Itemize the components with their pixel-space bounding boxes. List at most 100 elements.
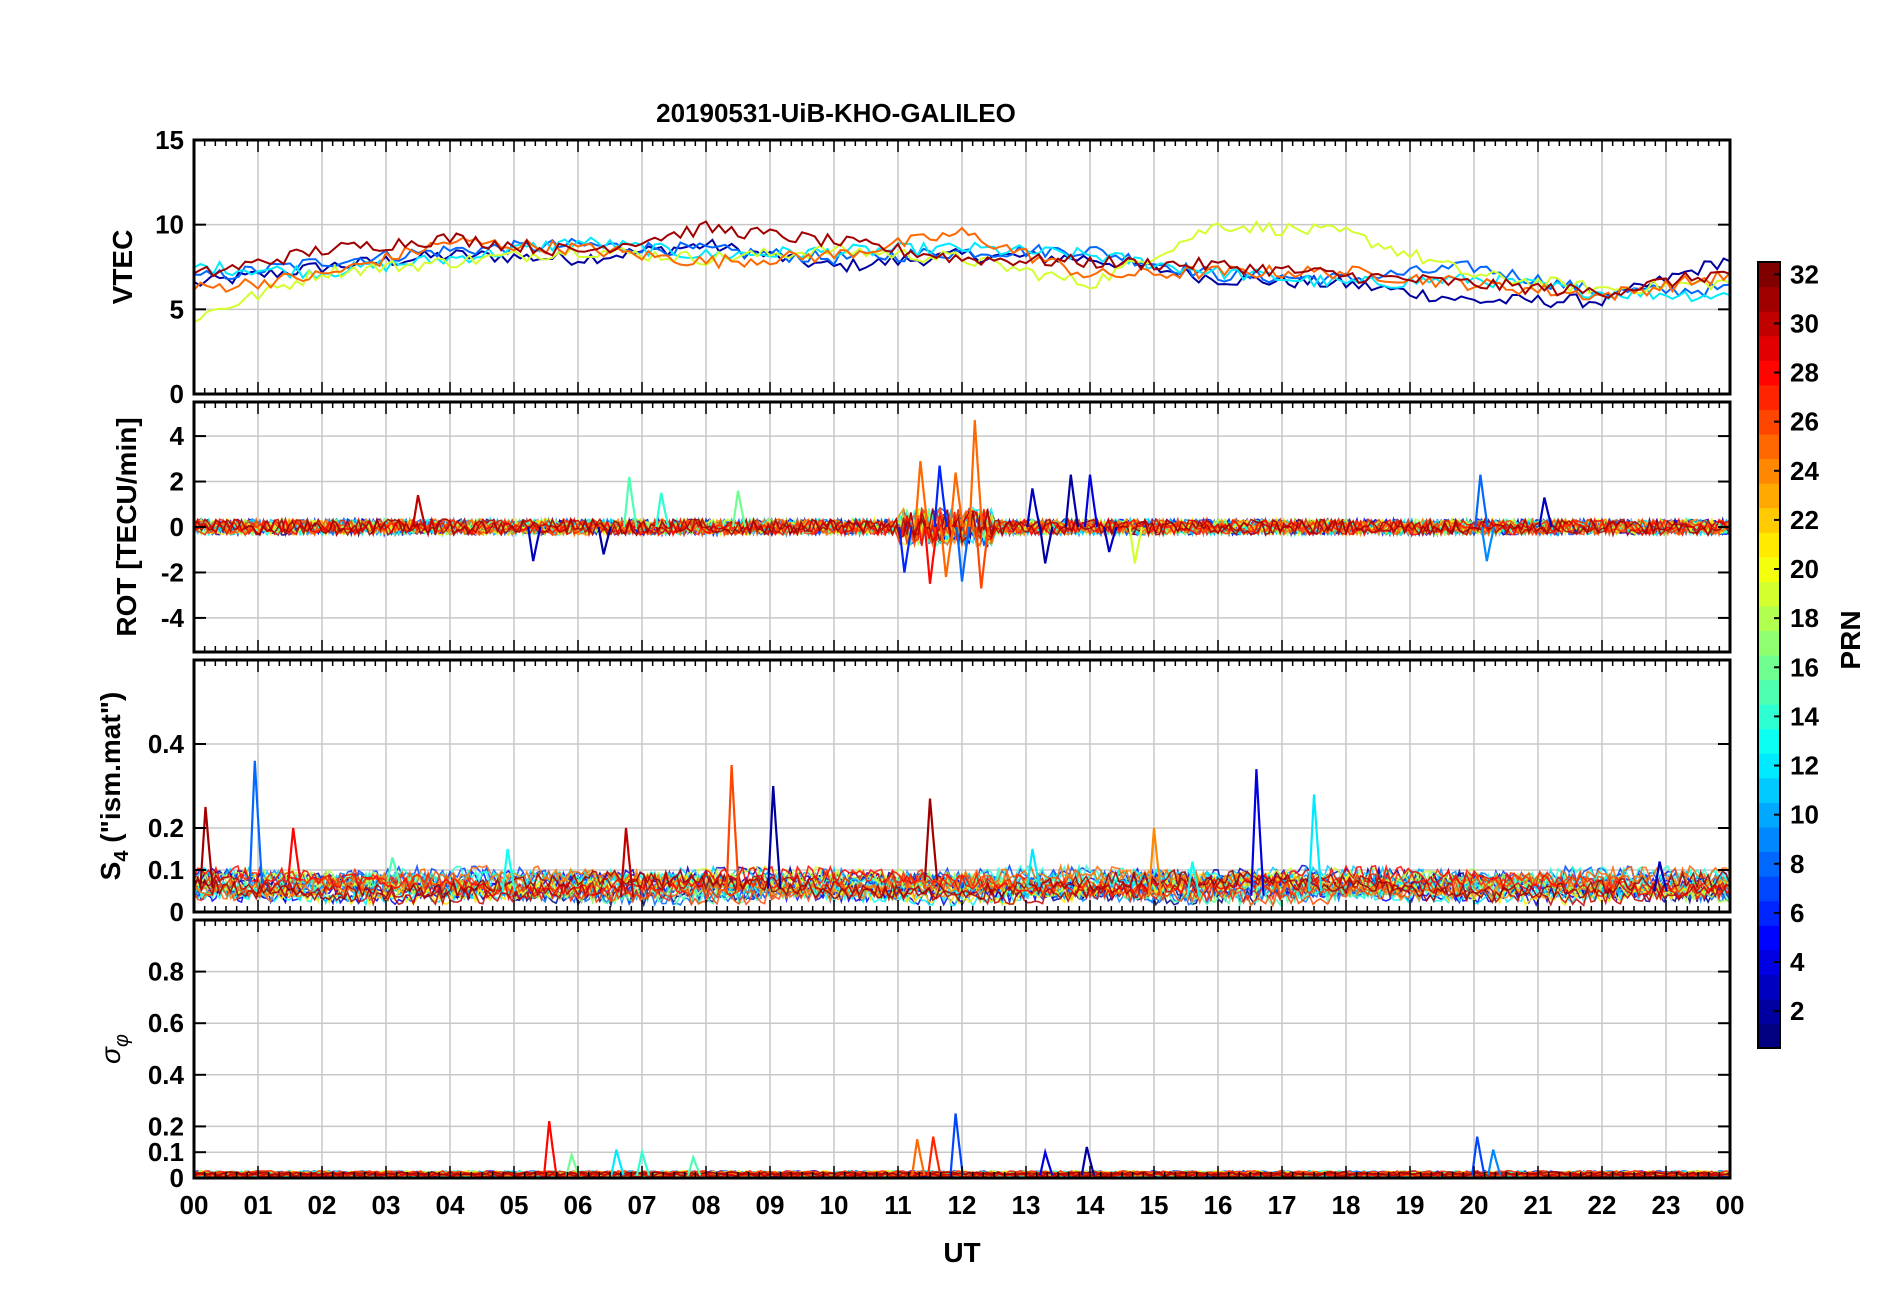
x-tick-label: 16 bbox=[1204, 1190, 1233, 1220]
y-tick-label: 2 bbox=[170, 467, 184, 497]
sigma_phi-spike-prn-14 bbox=[635, 1147, 651, 1176]
colorbar-swatch bbox=[1758, 851, 1780, 877]
colorbar-swatch bbox=[1758, 949, 1780, 975]
colorbar-swatch bbox=[1758, 507, 1780, 533]
colorbar-tick-label: 2 bbox=[1790, 996, 1804, 1026]
panel-sigma_phi: 00.10.2 0.4 0.6 0.8 σφ bbox=[95, 918, 1732, 1193]
s4-spike-prn-4 bbox=[1250, 769, 1265, 896]
x-tick-label: 21 bbox=[1524, 1190, 1553, 1220]
s4-spike-prn-15 bbox=[386, 857, 401, 883]
s4-series-prn-28 bbox=[194, 863, 1730, 902]
y-tick-label: 0 bbox=[170, 379, 184, 409]
y-tick-label: 0.6 bbox=[148, 1008, 184, 1038]
colorbar-swatch bbox=[1758, 900, 1780, 926]
colorbar-swatch bbox=[1758, 581, 1780, 607]
x-tick-label: 08 bbox=[692, 1190, 721, 1220]
rot-spike-prn-25 bbox=[968, 420, 984, 528]
colorbar-swatch bbox=[1758, 753, 1780, 779]
x-tick-label: 01 bbox=[244, 1190, 273, 1220]
x-axis-label: UT bbox=[943, 1237, 980, 1268]
rot-spike-prn-8 bbox=[955, 526, 971, 582]
colorbar-swatch bbox=[1758, 630, 1780, 656]
x-tick-label: 02 bbox=[308, 1190, 337, 1220]
s4-spike-prn-30 bbox=[619, 827, 635, 898]
x-tick-label: 04 bbox=[436, 1190, 465, 1220]
x-tick-label: 03 bbox=[372, 1190, 401, 1220]
y-tick-label: -4 bbox=[161, 603, 185, 633]
colorbar-swatch bbox=[1758, 286, 1780, 312]
colorbar-swatch bbox=[1758, 1023, 1780, 1049]
x-tick-label: 19 bbox=[1396, 1190, 1425, 1220]
rot-spike-prn-2 bbox=[597, 526, 612, 555]
colorbar-swatch bbox=[1758, 728, 1780, 754]
colorbar-tick-label: 26 bbox=[1790, 407, 1819, 437]
colorbar-swatch bbox=[1758, 458, 1780, 484]
colorbar-swatch bbox=[1758, 974, 1780, 1000]
y-axis-label-vtec: VTEC bbox=[107, 230, 138, 305]
x-tick-label: 20 bbox=[1460, 1190, 1489, 1220]
y-tick-label: 10 bbox=[155, 210, 184, 240]
s4-spike-prn-12 bbox=[1307, 794, 1323, 892]
colorbar-label: PRN bbox=[1835, 610, 1866, 669]
y-tick-label: 0.8 bbox=[148, 957, 184, 987]
x-tick-label: 17 bbox=[1268, 1190, 1297, 1220]
rot-series-prn-31 bbox=[194, 508, 1730, 544]
x-tick-label: 18 bbox=[1332, 1190, 1361, 1220]
colorbar-tick-label: 18 bbox=[1790, 603, 1819, 633]
vtec-series-prn-25 bbox=[194, 226, 1730, 302]
series-group-rot bbox=[194, 420, 1730, 589]
colorbar-swatch bbox=[1758, 605, 1780, 632]
colorbar-tick-label: 14 bbox=[1790, 701, 1819, 731]
panel-rot: -4 -2 0 2 4 ROT [TECU/min] bbox=[111, 400, 1732, 654]
rot-spike-prn-26 bbox=[975, 526, 990, 589]
y-tick-label: 0 bbox=[170, 1163, 184, 1193]
sigma_phi-spike-prn-2 bbox=[1080, 1146, 1096, 1176]
y-tick-label: 0 bbox=[170, 512, 184, 542]
colorbar-swatch bbox=[1758, 483, 1780, 509]
y-tick-label: 0.1 bbox=[148, 855, 184, 885]
colorbar-swatch bbox=[1758, 433, 1780, 460]
y-tick-label: 0.4 bbox=[148, 729, 185, 759]
sigma_phi-spike-prn-16 bbox=[565, 1150, 580, 1176]
rot-spike-prn-16 bbox=[731, 490, 747, 528]
s4-spike-prn-3 bbox=[1653, 861, 1668, 892]
rot-spike-prn-25 bbox=[939, 526, 955, 578]
s4-series-prn-25 bbox=[194, 862, 1730, 901]
s4-spike-prn-26 bbox=[725, 764, 740, 893]
colorbar-swatch bbox=[1758, 998, 1780, 1025]
sigma_phi-spike-prn-28 bbox=[543, 1121, 558, 1176]
y-tick-label: 0.1 bbox=[148, 1137, 184, 1167]
rot-spike-prn-2 bbox=[1064, 474, 1080, 528]
colorbar-swatch bbox=[1758, 409, 1780, 435]
vtec-series-prn-31 bbox=[194, 220, 1730, 300]
colorbar-tick-label: 10 bbox=[1790, 800, 1819, 830]
s4-spike-prn-31 bbox=[199, 806, 214, 888]
x-tick-label: 00 bbox=[180, 1190, 209, 1220]
y-tick-label: 0.2 bbox=[148, 813, 184, 843]
colorbar-tick-label: 8 bbox=[1790, 849, 1804, 879]
colorbar-frame bbox=[1757, 261, 1781, 1049]
colorbar-swatch bbox=[1758, 655, 1780, 681]
rot-spike-prn-15 bbox=[623, 476, 638, 528]
rot-spike-prn-3 bbox=[1538, 497, 1553, 528]
colorbar-swatch bbox=[1758, 311, 1780, 337]
sigma_phi-spike-prn-4 bbox=[1039, 1147, 1054, 1176]
x-tick-label: 05 bbox=[500, 1190, 529, 1220]
colorbar-tick-label: 22 bbox=[1790, 505, 1819, 535]
sigma_phi-spike-prn-9 bbox=[1487, 1149, 1502, 1176]
axes-frame-vtec bbox=[192, 138, 1732, 396]
x-tick-label: 13 bbox=[1012, 1190, 1041, 1220]
rot-spike-prn-19 bbox=[1128, 526, 1144, 564]
x-tick-label: 00 bbox=[1716, 1190, 1745, 1220]
rot-spike-prn-3 bbox=[1103, 526, 1118, 553]
panel-vtec: 0 5 10 15 VTEC bbox=[107, 125, 1732, 409]
y-tick-label: 15 bbox=[155, 125, 184, 155]
colorbar-swatch bbox=[1758, 777, 1780, 803]
s4-spike-prn-28 bbox=[287, 827, 302, 882]
rot-spike-prn-9 bbox=[1480, 526, 1496, 562]
colorbar-tick-label: 28 bbox=[1790, 358, 1819, 388]
rot-spike-prn-6 bbox=[898, 526, 913, 573]
y-axis-label-s4: S4 ("ism.mat") bbox=[95, 692, 133, 881]
